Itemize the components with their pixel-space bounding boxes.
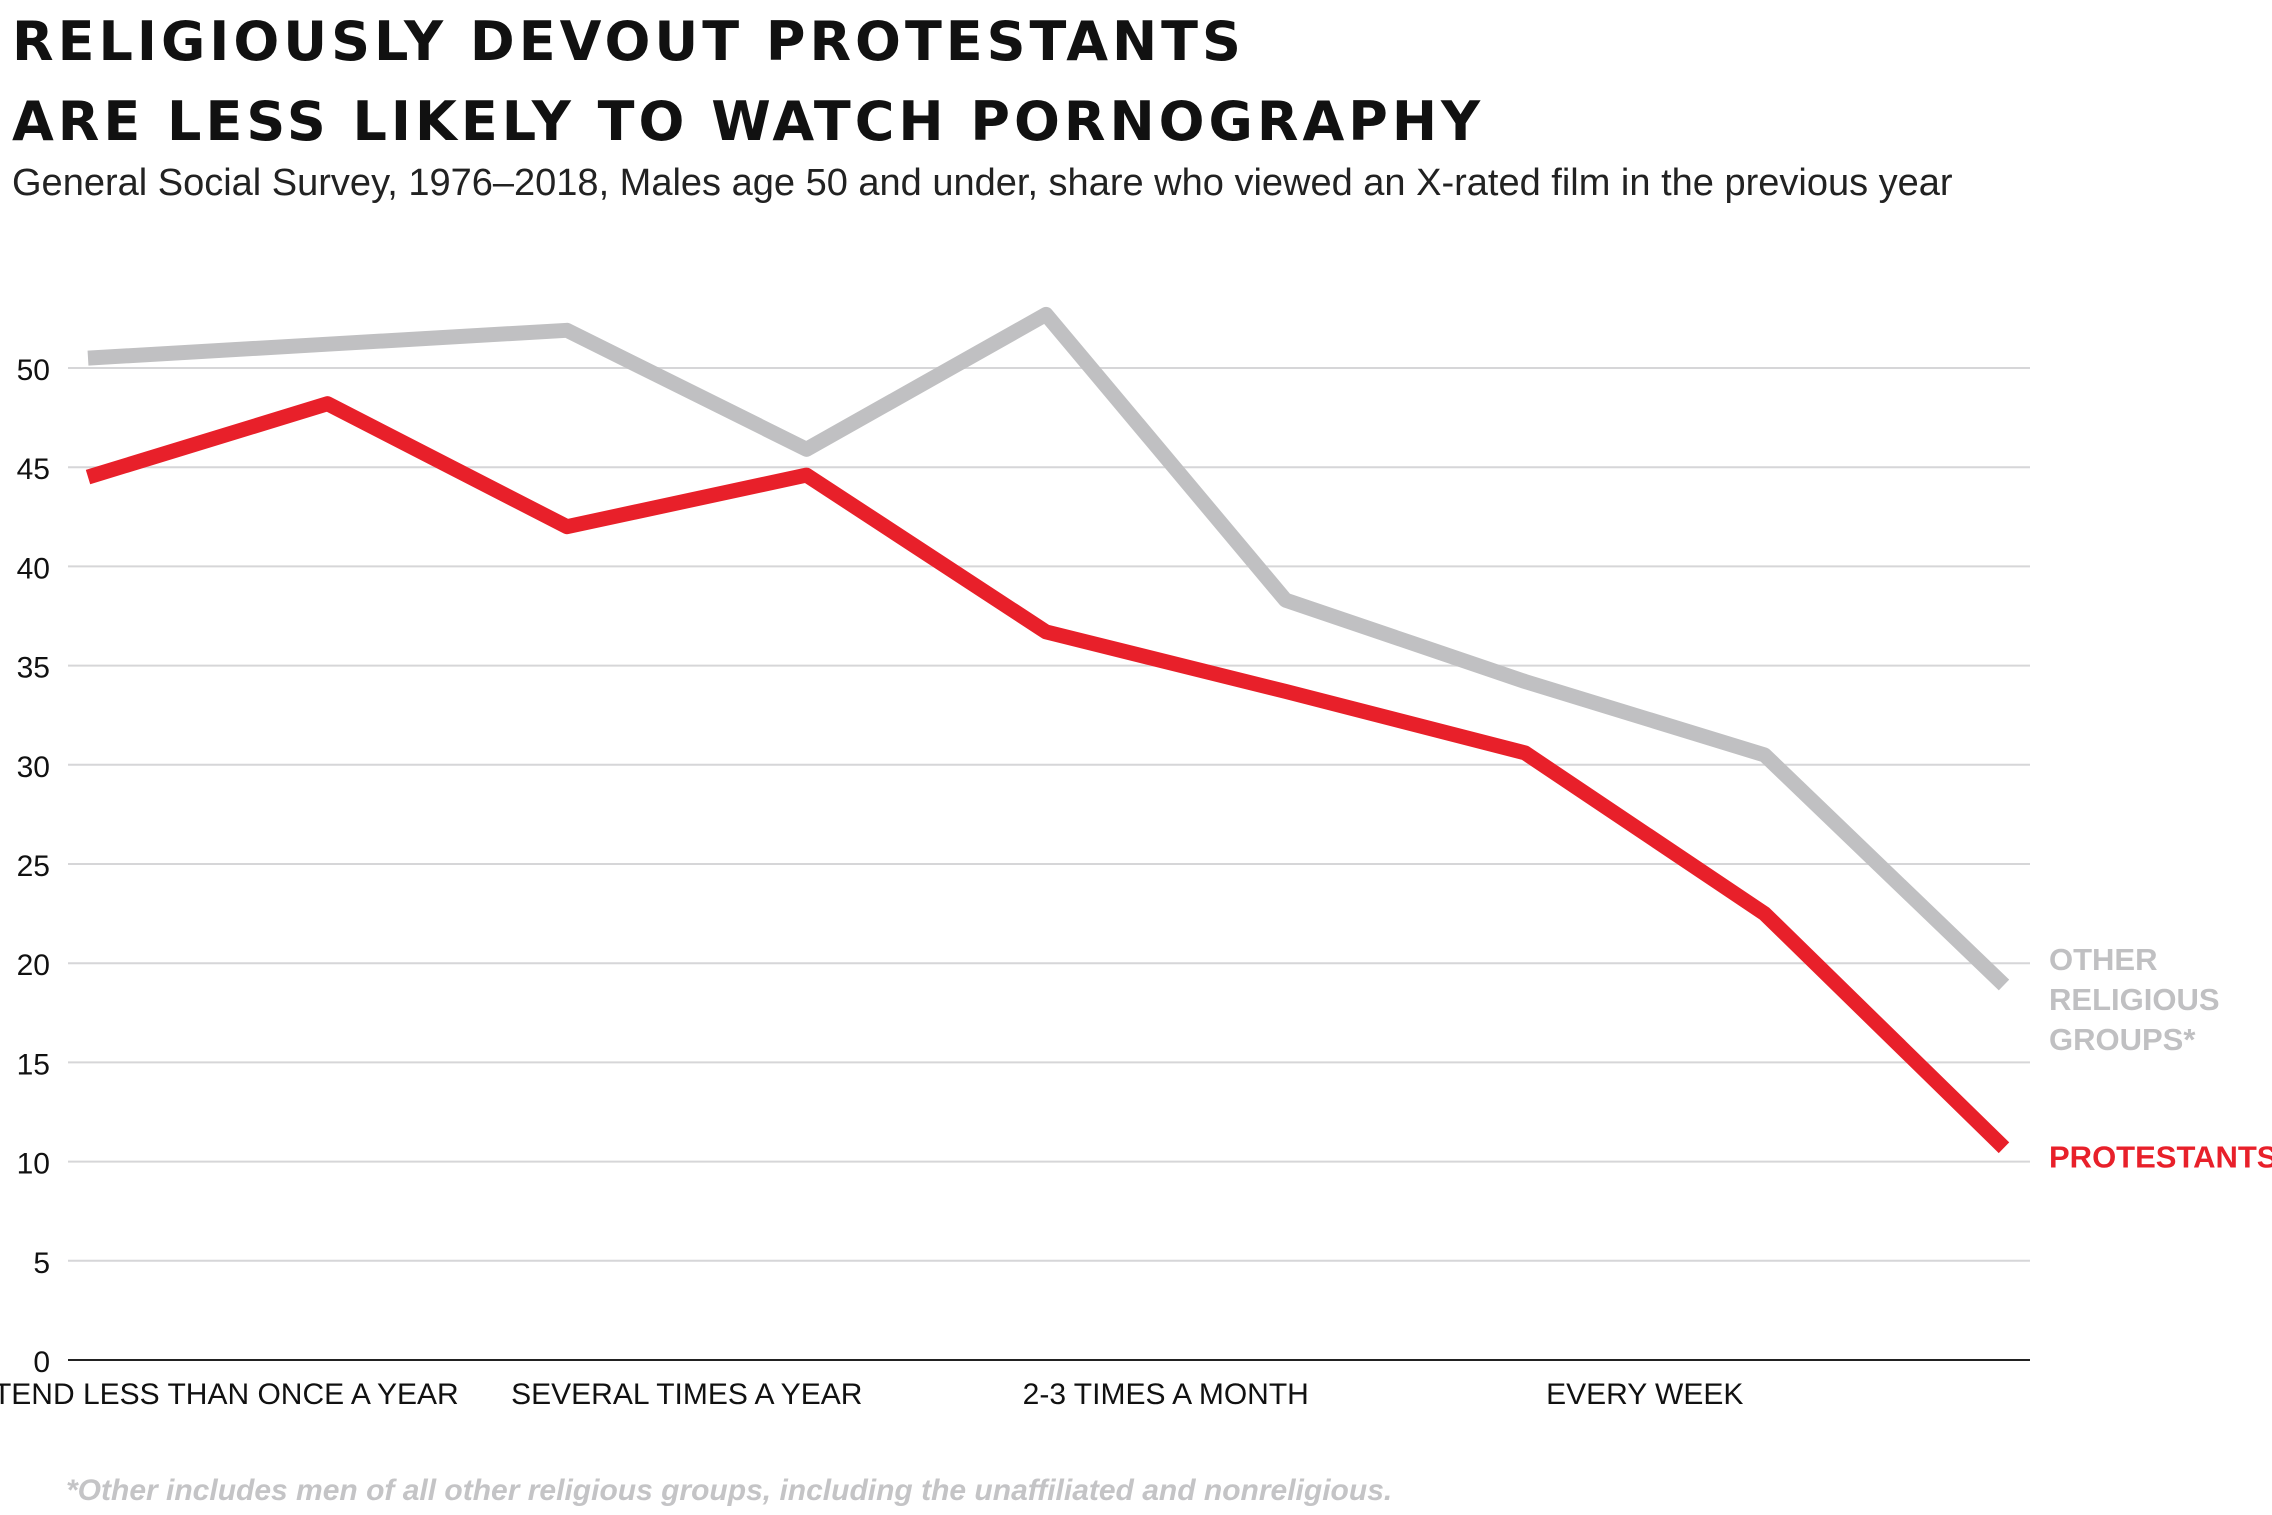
y-tick-label-45: 45 xyxy=(17,453,50,486)
chart-subtitle: General Social Survey, 1976–2018, Males … xyxy=(12,162,1953,204)
series-line-protestants xyxy=(85,396,2010,1154)
y-tick-label-10: 10 xyxy=(17,1148,50,1181)
series-protestants xyxy=(85,396,2010,1154)
y-tick-label-15: 15 xyxy=(17,1048,50,1081)
x-tick-label-2: SEVERAL TIMES A YEAR xyxy=(511,1378,862,1411)
legend-label-other-religious-groups-line-1: OTHER xyxy=(2049,942,2158,977)
legend-label-protestants-line-1: PROTESTANTS xyxy=(2049,1140,2272,1175)
chart-title-line-2: ARE LESS LIKELY TO WATCH PORNOGRAPHY xyxy=(12,90,1485,153)
y-tick-label-25: 25 xyxy=(17,850,50,883)
legend-label-protestants: PROTESTANTS xyxy=(2049,1140,2272,1175)
chart-title: RELIGIOUSLY DEVOUT PROTESTANTS ARE LESS … xyxy=(12,2,1484,162)
legend-label-other-religious-groups-line-2: RELIGIOUS xyxy=(2049,982,2220,1017)
x-tick-label-1: ATTEND LESS THAN ONCE A YEAR xyxy=(0,1378,459,1411)
chart-title-line-1: RELIGIOUSLY DEVOUT PROTESTANTS xyxy=(12,10,1245,73)
chart-footnote: *Other includes men of all other religio… xyxy=(66,1474,1393,1507)
y-tick-label-40: 40 xyxy=(17,552,50,585)
x-tick-label-4: EVERY WEEK xyxy=(1546,1378,1743,1411)
gridlines xyxy=(68,367,2030,1361)
y-tick-label-0: 0 xyxy=(33,1346,50,1379)
y-tick-label-35: 35 xyxy=(17,652,50,685)
legend-label-other-religious-groups: OTHER RELIGIOUS GROUPS* xyxy=(2049,942,2220,1057)
y-axis-tick-labels: 0 5 10 15 20 25 30 35 40 45 50 xyxy=(17,354,50,1379)
y-tick-label-50: 50 xyxy=(17,354,50,387)
x-axis-tick-labels: ATTEND LESS THAN ONCE A YEAR SEVERAL TIME… xyxy=(0,1378,1743,1411)
series-other-religious-groups xyxy=(87,306,2010,991)
y-tick-label-30: 30 xyxy=(17,751,50,784)
y-tick-label-5: 5 xyxy=(33,1247,50,1280)
y-tick-label-20: 20 xyxy=(17,949,50,982)
x-tick-label-3: 2-3 TIMES A MONTH xyxy=(1023,1378,1309,1411)
legend-label-other-religious-groups-line-3: GROUPS* xyxy=(2049,1022,2196,1057)
